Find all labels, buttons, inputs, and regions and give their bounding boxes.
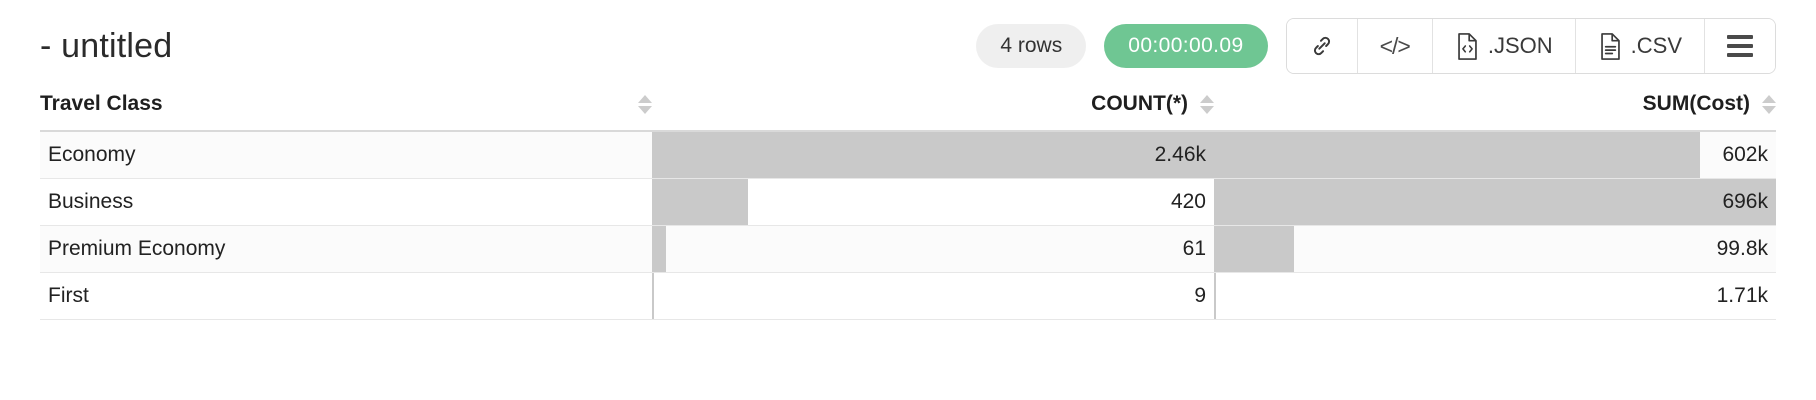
- count-bar: [652, 132, 1214, 178]
- table-row[interactable]: Premium Economy 61 99.8k: [40, 225, 1776, 273]
- download-json-button[interactable]: .JSON: [1432, 19, 1576, 73]
- cell-sum-cost-value: 696k: [1722, 189, 1768, 213]
- cell-sum-cost-value: 1.71k: [1716, 283, 1768, 307]
- column-header-count[interactable]: COUNT(*): [652, 92, 1214, 132]
- table-row[interactable]: First 9 1.71k: [40, 272, 1776, 320]
- link-icon: [1309, 33, 1335, 59]
- cell-sum-cost: 1.71k: [1214, 272, 1776, 320]
- export-button-group: </> .JSON: [1285, 18, 1776, 74]
- download-json-label: .JSON: [1487, 33, 1553, 58]
- download-csv-label: .CSV: [1630, 33, 1682, 58]
- sort-icon[interactable]: [638, 94, 652, 114]
- cell-count-value: 2.46k: [1154, 142, 1206, 166]
- column-header-sum-cost-label: SUM(Cost): [1642, 92, 1750, 115]
- cell-travel-class: Business: [40, 178, 652, 226]
- column-header-count-label: COUNT(*): [1091, 92, 1188, 115]
- cell-travel-class-value: Premium Economy: [48, 236, 226, 260]
- table-row[interactable]: Economy 2.46k 602k: [40, 131, 1776, 179]
- link-button[interactable]: [1286, 19, 1358, 73]
- code-icon: </>: [1379, 32, 1411, 59]
- cell-travel-class-value: Economy: [48, 142, 136, 166]
- count-bar: [652, 225, 667, 272]
- menu-button[interactable]: [1705, 19, 1775, 73]
- cell-count: 2.46k: [652, 131, 1214, 179]
- cell-travel-class-value: Business: [48, 189, 134, 213]
- file-text-icon: [1598, 32, 1623, 61]
- cell-count-value: 61: [1182, 236, 1206, 260]
- page-title: - untitled: [40, 26, 173, 65]
- column-header-travel-class[interactable]: Travel Class: [40, 92, 652, 132]
- sum-cost-bar: [1214, 272, 1216, 319]
- row-count-badge: 4 rows: [976, 24, 1087, 68]
- download-csv-button[interactable]: .CSV: [1575, 19, 1705, 73]
- table-header-row: Travel Class COUNT(*): [40, 92, 1776, 132]
- cell-sum-cost: 696k: [1214, 178, 1776, 226]
- cell-travel-class: Economy: [40, 131, 652, 179]
- file-code-icon: [1455, 32, 1480, 61]
- cell-sum-cost: 99.8k: [1214, 225, 1776, 273]
- table-body: Economy 2.46k 602k Business 420 696k Premium E…: [40, 131, 1776, 320]
- column-header-travel-class-label: Travel Class: [40, 92, 163, 115]
- column-header-sum-cost[interactable]: SUM(Cost): [1214, 92, 1776, 132]
- count-bar: [652, 178, 749, 225]
- sort-icon[interactable]: [1200, 94, 1214, 114]
- cell-sum-cost-value: 99.8k: [1716, 236, 1768, 260]
- table-row[interactable]: Business 420 696k: [40, 178, 1776, 226]
- result-table-container: Travel Class COUNT(*): [0, 92, 1816, 320]
- cell-count-value: 9: [1194, 283, 1206, 307]
- cell-count-value: 420: [1170, 189, 1206, 213]
- cell-sum-cost-value: 602k: [1722, 142, 1768, 166]
- cell-travel-class: First: [40, 272, 652, 320]
- result-header: - untitled 4 rows 00:00:00.09: [0, 0, 1816, 92]
- cell-travel-class: Premium Economy: [40, 225, 652, 273]
- cell-count: 9: [652, 272, 1214, 320]
- cell-travel-class-value: First: [48, 283, 89, 307]
- sort-icon[interactable]: [1762, 94, 1776, 114]
- result-table: Travel Class COUNT(*): [40, 92, 1776, 320]
- hamburger-icon: [1727, 35, 1753, 57]
- sum-cost-bar: [1214, 132, 1701, 178]
- cell-count: 61: [652, 225, 1214, 273]
- header-actions: 4 rows 00:00:00.09 </>: [976, 18, 1776, 74]
- cell-count: 420: [652, 178, 1214, 226]
- query-duration-badge: 00:00:00.09: [1104, 24, 1268, 68]
- cell-sum-cost: 602k: [1214, 131, 1776, 179]
- sum-cost-bar: [1214, 225, 1295, 272]
- sum-cost-bar: [1214, 178, 1776, 225]
- count-bar: [652, 272, 655, 319]
- embed-button[interactable]: </>: [1357, 19, 1433, 73]
